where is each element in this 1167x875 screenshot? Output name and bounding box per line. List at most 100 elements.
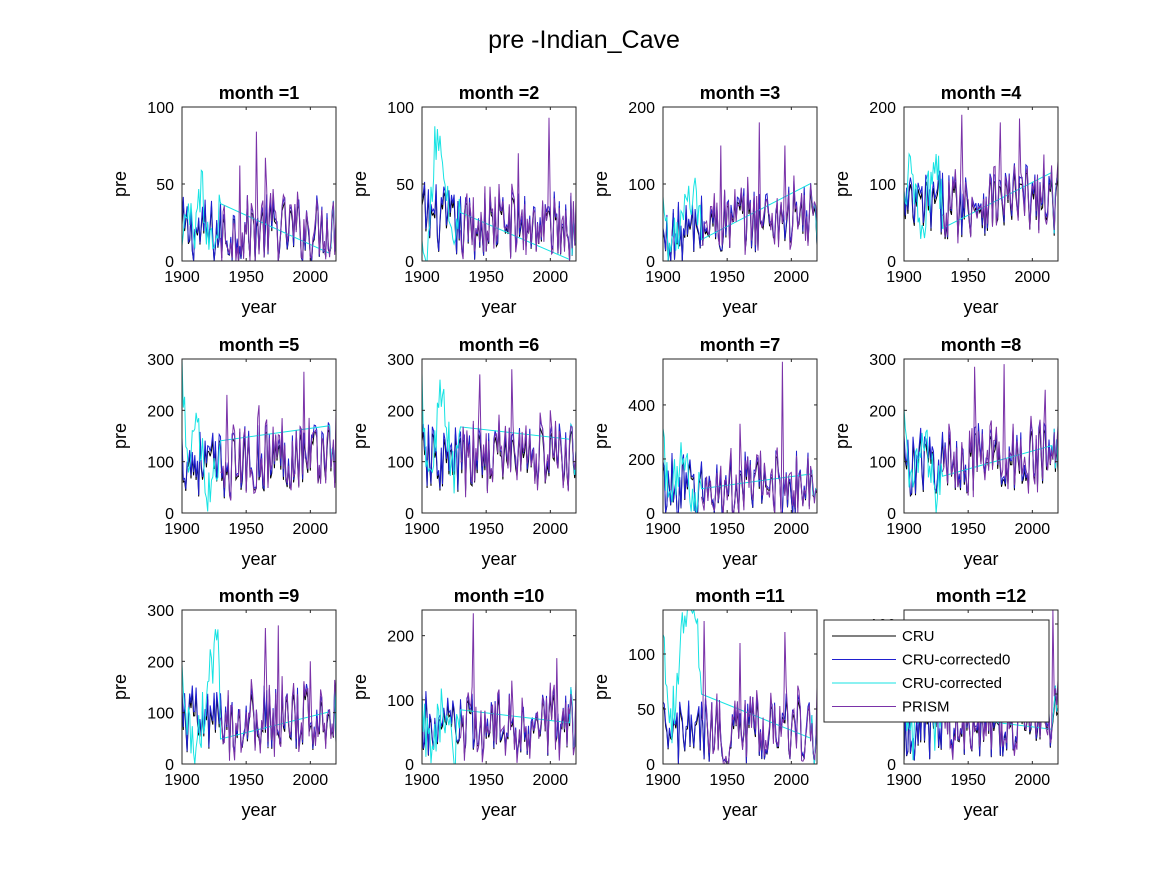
series-line-prism xyxy=(701,620,817,764)
y-axis-label: pre xyxy=(591,171,611,197)
series-line-cru-corrected xyxy=(904,408,1058,513)
plot-area xyxy=(422,610,576,764)
x-tick-label: 1950 xyxy=(228,269,264,286)
y-axis-label: pre xyxy=(110,423,130,449)
series-line-prism xyxy=(220,625,336,761)
subplot-month-7: 1900 1950 2000 0 200 400 month =7 year pre xyxy=(591,335,818,569)
series-line-cru-corrected xyxy=(422,687,576,764)
axes-box xyxy=(421,358,577,514)
x-tick-label: 2000 xyxy=(774,772,810,789)
series-line-cru-corrected xyxy=(182,169,336,255)
y-axis-label: pre xyxy=(350,674,370,700)
y-axis-label: pre xyxy=(591,674,611,700)
subplot-title: month =9 xyxy=(219,586,300,606)
series-line-prism xyxy=(701,122,817,255)
series-line-cru-corrected xyxy=(663,177,817,261)
y-axis-label: pre xyxy=(832,171,852,197)
legend-entry: CRU-corrected0 xyxy=(902,652,1010,669)
x-axis-label: year xyxy=(481,800,516,820)
axes-box xyxy=(421,609,577,765)
x-tick-label: 1900 xyxy=(404,772,440,789)
x-tick-label: 2000 xyxy=(533,521,569,538)
x-axis-label: year xyxy=(722,297,757,317)
y-tick-label: 0 xyxy=(405,757,414,774)
series-line-cru-corrected xyxy=(182,359,336,512)
x-tick-label: 2000 xyxy=(533,269,569,286)
x-tick-label: 2000 xyxy=(774,521,810,538)
series-line-cru-corrected xyxy=(422,372,576,494)
x-axis-label: year xyxy=(722,800,757,820)
x-axis-label: year xyxy=(722,549,757,569)
x-tick-label: 1950 xyxy=(709,521,745,538)
y-tick-label: 200 xyxy=(387,403,414,420)
x-tick-label: 2000 xyxy=(533,772,569,789)
x-tick-label: 1900 xyxy=(886,269,922,286)
y-tick-label: 100 xyxy=(147,100,174,117)
y-axis-label: pre xyxy=(591,423,611,449)
x-tick-label: 1900 xyxy=(645,521,681,538)
y-tick-label: 50 xyxy=(156,177,174,194)
x-tick-label: 1950 xyxy=(468,772,504,789)
y-tick-label: 0 xyxy=(165,757,174,774)
plot-area xyxy=(663,610,817,764)
y-tick-label: 0 xyxy=(405,506,414,523)
y-tick-label: 200 xyxy=(869,100,896,117)
series-line-prism xyxy=(942,364,1058,498)
subplot-month-11: 1900 1950 2000 0 50 100 month =11 year pre xyxy=(591,586,818,820)
x-tick-label: 1900 xyxy=(164,269,200,286)
legend-entry: PRISM xyxy=(902,699,950,716)
axes-box xyxy=(181,609,337,765)
legend-entry: CRU-corrected xyxy=(902,675,1002,692)
series-line-prism xyxy=(460,613,576,763)
x-tick-label: 1950 xyxy=(468,269,504,286)
x-tick-label: 1950 xyxy=(709,772,745,789)
axes-box xyxy=(903,358,1059,514)
x-tick-label: 1950 xyxy=(950,521,986,538)
figure-title: pre -Indian_Cave xyxy=(488,26,680,54)
x-tick-label: 2000 xyxy=(1015,521,1051,538)
x-tick-label: 2000 xyxy=(1015,772,1051,789)
x-tick-label: 1900 xyxy=(645,269,681,286)
x-tick-label: 2000 xyxy=(293,521,329,538)
subplot-month-3: 1900 1950 2000 0 100 200 month =3 year pre xyxy=(591,83,818,317)
y-tick-label: 100 xyxy=(869,177,896,194)
subplot-month-6: 1900 1950 2000 0 100 200 300 month =6 year pre xyxy=(350,335,577,569)
series-line-prism xyxy=(220,131,336,261)
series-line-cru-corrected xyxy=(904,152,1058,239)
x-tick-label: 1950 xyxy=(950,269,986,286)
y-tick-label: 0 xyxy=(646,506,655,523)
subplot-month-8: 1900 1950 2000 0 100 200 300 month =8 year pre xyxy=(832,335,1059,569)
x-tick-label: 1900 xyxy=(645,772,681,789)
y-tick-label: 100 xyxy=(869,455,896,472)
series-line-cru-corrected0 xyxy=(663,181,817,261)
x-tick-label: 1950 xyxy=(709,269,745,286)
y-tick-label: 0 xyxy=(165,254,174,271)
axes-box xyxy=(181,358,337,514)
subplot-month-9: 1900 1950 2000 0 100 200 300 month =9 year pre xyxy=(110,586,337,820)
y-tick-label: 200 xyxy=(147,654,174,671)
subplot-title: month =11 xyxy=(695,586,785,606)
y-tick-label: 300 xyxy=(147,603,174,620)
x-tick-label: 1900 xyxy=(404,521,440,538)
subplot-month-5: 1900 1950 2000 0 100 200 300 month =5 year pre xyxy=(110,335,337,569)
x-axis-label: year xyxy=(963,800,998,820)
subplot-month-4: 1900 1950 2000 0 100 200 month =4 year pre xyxy=(832,83,1059,317)
y-tick-label: 50 xyxy=(637,702,655,719)
y-tick-label: 100 xyxy=(628,647,655,664)
y-tick-label: 200 xyxy=(387,629,414,646)
subplot-month-1: 1900 1950 2000 0 50 100 month =1 year pre xyxy=(110,83,337,317)
axes-box xyxy=(662,358,818,514)
subplot-title: month =10 xyxy=(454,586,545,606)
series-line-prism xyxy=(460,117,576,261)
x-axis-label: year xyxy=(241,297,276,317)
x-tick-label: 1900 xyxy=(886,521,922,538)
series-line-cru-corrected0 xyxy=(663,450,817,513)
subplot-month-2: 1900 1950 2000 0 50 100 month =2 year pre xyxy=(350,83,577,317)
legend: CRU CRU-corrected0 CRU-corrected PRISM xyxy=(823,619,1050,723)
y-tick-label: 0 xyxy=(887,506,896,523)
y-tick-label: 0 xyxy=(646,254,655,271)
subplot-title: month =1 xyxy=(219,83,300,103)
x-tick-label: 1900 xyxy=(404,269,440,286)
plot-area xyxy=(182,359,336,513)
